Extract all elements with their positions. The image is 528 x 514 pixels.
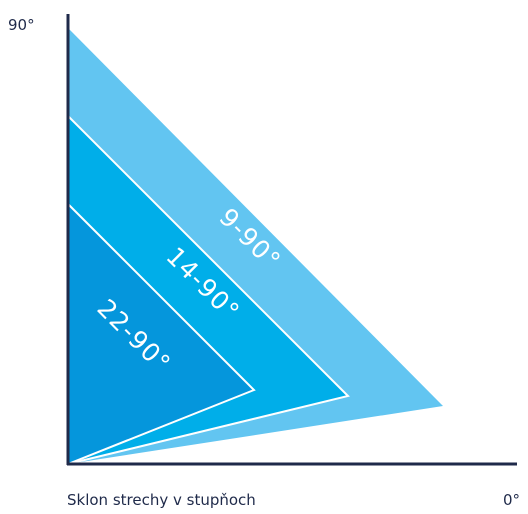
axis-right-label: 0° (503, 491, 520, 509)
axis-top-label: 90° (8, 16, 35, 34)
axis-bottom-label: Sklon strechy v stupňoch (67, 491, 256, 509)
